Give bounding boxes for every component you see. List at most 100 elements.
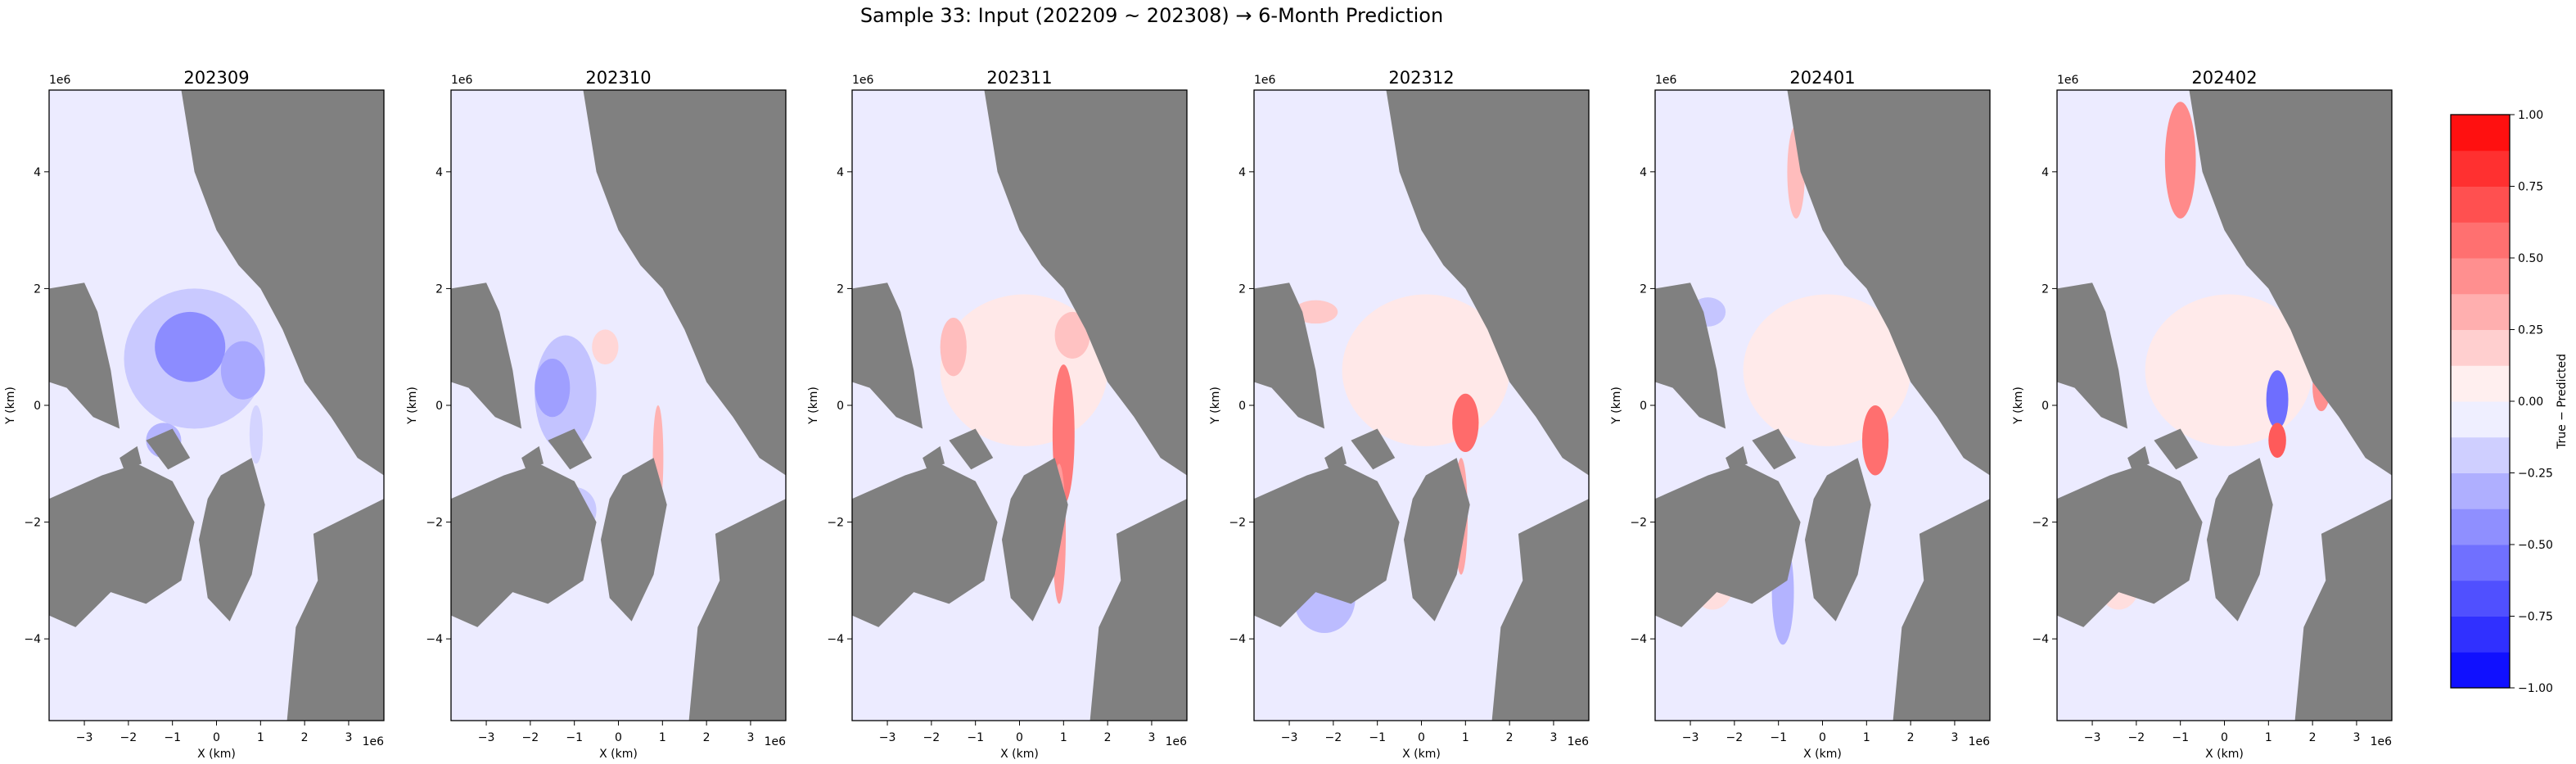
colorbar-tick-label: 0.75 <box>2518 181 2543 194</box>
colorbar-band <box>2451 616 2510 653</box>
y-tick-label: 0 <box>1238 400 1246 413</box>
land-mask <box>1787 90 1990 476</box>
x-offset-label: 1e6 <box>1166 735 1188 748</box>
colorbar-tick-label: 0.00 <box>2518 396 2543 409</box>
y-tick-label: −4 <box>426 633 443 646</box>
y-tick-label: −2 <box>1630 517 1647 530</box>
x-tick-label: −3 <box>76 731 93 744</box>
y-tick-label: −2 <box>24 517 41 530</box>
x-tick-label: −3 <box>1281 731 1298 744</box>
land-mask <box>984 90 1187 476</box>
y-offset-label: 1e6 <box>852 74 874 87</box>
x-tick-label: −1 <box>566 731 583 744</box>
anomaly-region <box>1452 393 1479 453</box>
x-tick-label: 1 <box>2265 731 2272 744</box>
y-tick-label: −4 <box>827 633 844 646</box>
y-tick-label: 0 <box>34 400 41 413</box>
colorbar-band <box>2451 186 2510 223</box>
figure-suptitle: Sample 33: Input (202209 ~ 202308) → 6-M… <box>860 4 1443 27</box>
y-tick-label: 0 <box>435 400 443 413</box>
land-mask <box>49 463 195 627</box>
land-mask <box>2189 90 2392 476</box>
anomaly-region <box>2164 102 2196 219</box>
x-offset-label: 1e6 <box>2371 735 2393 748</box>
colorbar-band <box>2451 258 2510 295</box>
y-offset-label: 1e6 <box>1655 74 1677 87</box>
land-mask <box>1403 458 1470 622</box>
x-offset-label: 1e6 <box>765 735 787 748</box>
anomaly-region <box>155 311 226 382</box>
land-mask <box>923 445 945 470</box>
land-mask <box>852 463 998 627</box>
x-tick-label: −3 <box>1682 731 1699 744</box>
x-offset-label: 1e6 <box>1969 735 1991 748</box>
panel-title: 202309 <box>183 68 249 88</box>
y-tick-label: 0 <box>2041 400 2049 413</box>
y-offset-label: 1e6 <box>49 74 71 87</box>
y-tick-label: −2 <box>2032 517 2049 530</box>
panel-title: 202312 <box>1388 68 1454 88</box>
land-mask <box>1324 445 1347 470</box>
y-tick-label: −2 <box>1229 517 1246 530</box>
land-mask <box>146 428 191 470</box>
land-mask <box>1893 499 1990 721</box>
x-tick-label: 2 <box>2309 731 2317 744</box>
colorbar-band <box>2451 472 2510 509</box>
panel: 202402 −3 −2 −1 0 1 2 3 −4 −2 0 2 4 X (km) Y (km) 1e6 1e… <box>2012 68 2393 761</box>
y-tick-label: 2 <box>34 283 41 296</box>
colorbar-band <box>2451 329 2510 366</box>
x-tick-label: 0 <box>213 731 220 744</box>
land-mask <box>852 283 923 429</box>
y-axis-label: Y (km) <box>1209 387 1222 425</box>
x-tick-label: −1 <box>1770 731 1787 744</box>
x-tick-label: −2 <box>522 731 539 744</box>
colorbar-tick-label: −0.50 <box>2518 539 2553 552</box>
y-tick-label: 4 <box>1238 166 1246 179</box>
y-tick-label: −4 <box>1630 633 1647 646</box>
land-mask <box>1752 428 1797 470</box>
x-tick-label: −3 <box>2084 731 2101 744</box>
x-tick-label: 3 <box>1951 731 1958 744</box>
x-tick-label: −1 <box>1369 731 1386 744</box>
panel: 202312 −3 −2 −1 0 1 2 3 −4 −2 0 2 4 X (km) Y (km) 1e6 1e… <box>1209 68 1590 761</box>
y-tick-label: 4 <box>837 166 844 179</box>
x-tick-label: 0 <box>1016 731 1023 744</box>
x-tick-label: −2 <box>923 731 941 744</box>
y-axis-label: Y (km) <box>2012 387 2025 425</box>
x-tick-label: 2 <box>1907 731 1915 744</box>
x-tick-label: 1 <box>1462 731 1469 744</box>
land-mask <box>2206 458 2273 622</box>
land-mask <box>521 445 544 470</box>
y-tick-label: 2 <box>435 283 443 296</box>
anomaly-region <box>1293 300 1338 324</box>
land-mask <box>120 445 142 470</box>
panels: 202309 −3 −2 −1 0 1 2 3 −4 −2 0 2 4 X (km) Y (km) 1e6 1e… <box>4 68 2393 761</box>
land-mask <box>451 283 522 429</box>
colorbar-band <box>2451 115 2510 151</box>
land-mask <box>2127 445 2150 470</box>
land-mask <box>1655 463 1801 627</box>
land-mask <box>451 463 597 627</box>
anomaly-region <box>220 341 265 400</box>
anomaly-region <box>2268 423 2286 459</box>
colorbar-band <box>2451 293 2510 330</box>
land-mask <box>1655 283 1726 429</box>
land-mask <box>1351 428 1396 470</box>
panel: 202401 −3 −2 −1 0 1 2 3 −4 −2 0 2 4 X (km) Y (km) 1e6 1e… <box>1610 68 1991 761</box>
x-tick-label: −1 <box>164 731 181 744</box>
y-axis-label: Y (km) <box>807 387 820 425</box>
colorbar-tick-label: 0.50 <box>2518 252 2543 265</box>
land-mask <box>1001 458 1068 622</box>
x-tick-label: 0 <box>2221 731 2228 744</box>
x-tick-label: −2 <box>1726 731 1744 744</box>
y-tick-label: −4 <box>2032 633 2049 646</box>
colorbar-band <box>2451 365 2510 402</box>
x-axis-label: X (km) <box>1803 748 1842 761</box>
panel: 202310 −3 −2 −1 0 1 2 3 −4 −2 0 2 4 X (km) Y (km) 1e6 1e… <box>406 68 787 761</box>
colorbar-band <box>2451 401 2510 438</box>
x-tick-label: 1 <box>1060 731 1067 744</box>
land-mask <box>1386 90 1589 476</box>
land-mask <box>286 499 384 721</box>
x-tick-label: 2 <box>1104 731 1112 744</box>
